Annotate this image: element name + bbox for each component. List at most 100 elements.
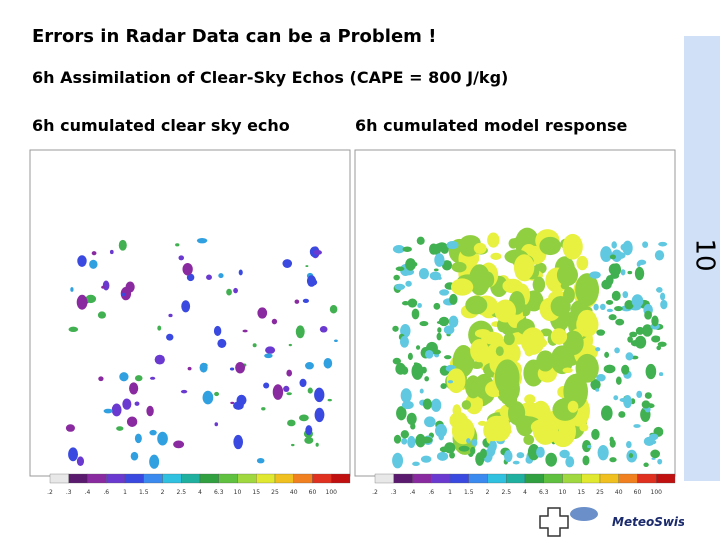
echo: [494, 299, 517, 323]
echo: [458, 445, 470, 452]
colorbar-cell: [162, 473, 182, 484]
echo: [218, 273, 224, 279]
echo: [495, 346, 504, 357]
colorbar-cell: [293, 473, 313, 484]
colorbar-cell: [331, 473, 351, 484]
echo: [596, 374, 606, 382]
echo: [396, 406, 407, 421]
echo: [319, 325, 328, 333]
echo: [399, 335, 409, 348]
colorbar-label: 10: [234, 489, 242, 496]
colorbar-label: 4: [198, 489, 202, 496]
echo: [334, 339, 338, 343]
echo: [313, 249, 322, 256]
echo: [636, 261, 641, 267]
echo: [397, 365, 407, 372]
echo: [601, 405, 613, 421]
side-bar: [684, 36, 720, 481]
echo: [91, 251, 97, 256]
colorbar-label: 6.3: [214, 489, 224, 496]
echo: [327, 398, 332, 402]
echo: [448, 315, 459, 328]
echo: [634, 266, 645, 281]
echo: [304, 436, 314, 444]
echo: [235, 361, 246, 374]
echo: [657, 341, 667, 347]
echo: [407, 298, 418, 308]
echo: [294, 299, 300, 304]
echo: [76, 456, 85, 467]
echo: [582, 455, 590, 466]
colorbar-cell: [374, 473, 394, 484]
echo: [567, 400, 579, 413]
echo: [614, 305, 623, 312]
echo: [562, 367, 573, 373]
echo: [608, 314, 617, 321]
echo: [305, 425, 313, 436]
echo: [407, 435, 416, 448]
colorbar-cell: [581, 473, 601, 484]
echo: [186, 273, 195, 282]
echo: [539, 236, 562, 256]
echo: [477, 420, 487, 426]
echo: [166, 333, 174, 341]
colorbar-cell: [393, 473, 413, 484]
echo: [488, 415, 512, 442]
echo: [466, 438, 471, 444]
echo: [443, 325, 455, 335]
echo: [642, 324, 653, 337]
echo: [305, 362, 314, 370]
echo: [265, 346, 276, 354]
echo: [559, 449, 570, 459]
echo: [149, 454, 160, 469]
colorbar-cell: [656, 473, 676, 484]
colorbar-cell: [68, 473, 88, 484]
colorbar-label: 1.5: [464, 489, 474, 496]
echo: [633, 424, 641, 428]
echo: [524, 345, 534, 357]
echo: [76, 294, 88, 310]
colorbar-cell: [256, 473, 276, 484]
colorbar-label: 40: [290, 489, 298, 496]
echo: [85, 294, 97, 304]
colorbar-label: 2.5: [176, 489, 186, 496]
echo: [429, 243, 439, 255]
echo: [400, 388, 412, 403]
colorbar-label: 2: [161, 489, 165, 496]
echo: [68, 326, 79, 332]
echo: [149, 429, 157, 436]
echo: [282, 259, 293, 268]
colorbar-cell: [618, 473, 638, 484]
echo: [434, 253, 445, 267]
echo: [629, 331, 638, 338]
echo: [523, 434, 535, 446]
echo: [89, 259, 98, 269]
colorbar-cell: [181, 473, 201, 484]
echo: [440, 383, 447, 390]
echo: [565, 456, 575, 468]
echo: [440, 243, 449, 254]
echo: [424, 376, 430, 382]
echo: [401, 301, 409, 306]
echo: [214, 391, 220, 397]
echo: [122, 398, 132, 410]
colorbar-label: .3: [66, 489, 72, 496]
echo: [634, 335, 647, 349]
echo: [419, 388, 424, 394]
echo: [589, 271, 601, 279]
echo: [233, 401, 244, 410]
echo: [618, 411, 626, 418]
echo: [314, 387, 325, 403]
colorbar-cell: [431, 473, 451, 484]
colorbar-label: 100: [651, 489, 663, 496]
echo: [314, 407, 325, 423]
colorbar-label: .6: [428, 489, 434, 496]
echo: [392, 244, 405, 254]
echo: [121, 292, 126, 297]
echo: [644, 392, 652, 399]
echo: [576, 255, 589, 271]
echo: [447, 260, 452, 267]
echo: [631, 294, 644, 308]
echo: [272, 384, 284, 400]
echo: [101, 285, 105, 289]
